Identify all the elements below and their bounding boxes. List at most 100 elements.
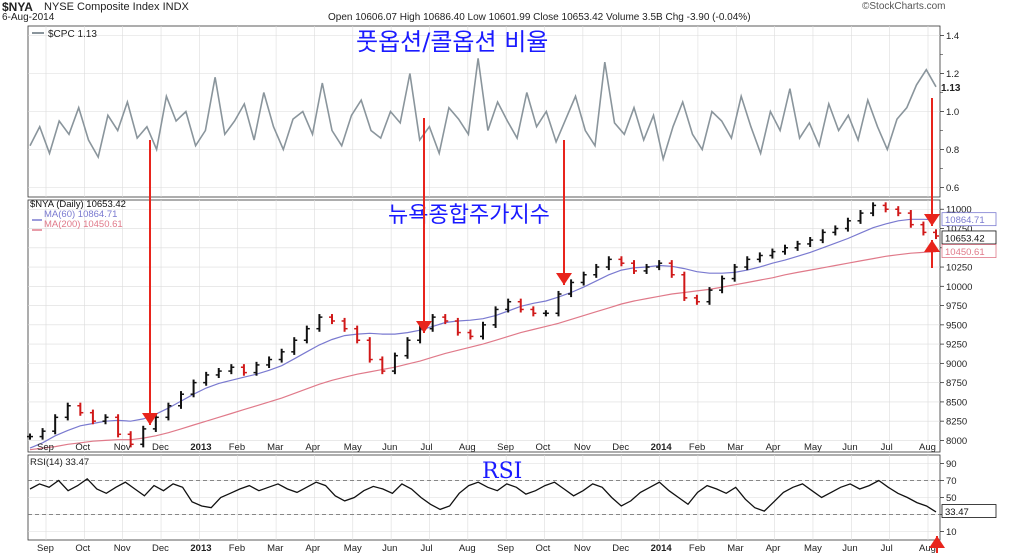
x-axis-label: Jun [382, 543, 397, 554]
nya-legend-entry: $NYA (Daily) 10653.42 [30, 199, 126, 210]
red-arrow-down-4-head [924, 214, 940, 226]
x-axis-label: Feb [229, 442, 245, 453]
nya-last-value: 10653.42 [945, 233, 985, 244]
x-axis-label: Feb [689, 442, 705, 453]
x-axis-label: Apr [305, 543, 320, 554]
x-axis-label: Oct [536, 543, 551, 554]
nya-legend-entry: MA(200) 10450.61 [44, 219, 123, 230]
cpc-y-tick-label: 1.2 [946, 69, 959, 80]
nya-y-tick-label: 10000 [946, 282, 972, 293]
nya-y-tick-label: 10750 [946, 224, 972, 235]
ma200-last-value-box [941, 244, 997, 258]
chart-watermark: ©StockCharts.com [862, 1, 946, 12]
x-axis-label: Jul [420, 543, 432, 554]
x-axis-label: Oct [75, 442, 90, 453]
x-axis-label: Oct [75, 543, 90, 554]
ma60-last-value: 10864.71 [945, 215, 985, 226]
x-axis-label: Sep [497, 543, 514, 554]
cpc-y-tick-label: 0.6 [946, 183, 959, 194]
x-axis-label: Mar [267, 543, 283, 554]
chart-date: 6-Aug-2014 [2, 12, 55, 23]
x-axis-label: Aug [919, 442, 936, 453]
red-arrow-down-2-head [416, 321, 432, 333]
ma60-last-value-box [941, 212, 997, 227]
x-axis-label: 2013 [190, 442, 211, 453]
nya-y-tick-label: 8000 [946, 436, 967, 447]
nya-y-tick-label: 8250 [946, 417, 967, 428]
nya-y-tick-label: 10250 [946, 263, 972, 274]
x-axis-label: Jun [842, 442, 857, 453]
nya-y-tick-label: 8750 [946, 378, 967, 389]
nya-y-tick-label: 9000 [946, 359, 967, 370]
x-axis-label: Aug [919, 543, 936, 554]
x-axis-label: Feb [229, 543, 245, 554]
x-axis-label: May [344, 543, 362, 554]
x-axis-label: Jun [382, 442, 397, 453]
x-axis-label: Dec [152, 543, 169, 554]
nya-legend-entry: MA(60) 10864.71 [44, 209, 117, 220]
cpc-last-value: 1.13 [941, 83, 961, 94]
x-axis-label: May [804, 442, 822, 453]
x-axis-label: Jul [420, 442, 432, 453]
x-axis-label: Dec [612, 442, 629, 453]
nya-last-value-box [941, 230, 997, 245]
rsi-y-tick-label: 50 [946, 493, 957, 504]
cpc-y-tick-label: 0.8 [946, 145, 959, 156]
x-axis-label: 2014 [651, 543, 673, 554]
nya-y-tick-label: 11000 [946, 205, 972, 216]
ma200-last-value: 10450.61 [945, 247, 985, 258]
x-axis-label: Nov [114, 543, 131, 554]
x-axis-label: Sep [497, 442, 514, 453]
x-axis-label: Nov [574, 543, 591, 554]
x-axis-label: Mar [267, 442, 283, 453]
red-arrow-up-2-head [929, 536, 945, 548]
chart-ohlc: Open 10606.07 High 10686.40 Low 10601.99… [328, 12, 751, 23]
x-axis-label: Nov [574, 442, 591, 453]
x-axis-label: May [804, 543, 822, 554]
cpc-legend: $CPC 1.13 [48, 29, 97, 40]
rsi-legend: RSI(14) 33.47 [30, 457, 89, 468]
x-axis-label: Jul [881, 442, 893, 453]
x-axis-label: Sep [37, 442, 54, 453]
red-arrow-up-1-head [924, 240, 940, 252]
x-axis-label: Aug [459, 543, 476, 554]
red-arrow-down-3-head [556, 273, 572, 285]
rsi-last-value: 33.47 [945, 507, 969, 518]
ma200-line [29, 251, 937, 451]
nya-y-tick-label: 9500 [946, 320, 967, 331]
rsi-y-tick-label: 10 [946, 527, 957, 538]
rsi-y-tick-label: 90 [946, 459, 957, 470]
chart-symbol: $NYA [2, 0, 33, 14]
nya-y-tick-label: 8500 [946, 397, 967, 408]
cpc-y-tick-label: 1.0 [946, 107, 959, 118]
nya-y-tick-label: 9750 [946, 301, 967, 312]
x-axis-label: Feb [689, 543, 705, 554]
red-arrow-down-1-head [142, 413, 158, 425]
x-axis-label: Dec [612, 543, 629, 554]
x-axis-label: Sep [37, 543, 54, 554]
chart-name: NYSE Composite Index INDX [44, 1, 189, 13]
x-axis-label: Oct [536, 442, 551, 453]
cpc-series-line [29, 58, 937, 163]
x-axis-label: Mar [727, 543, 743, 554]
rsi-last-value-box [941, 504, 997, 518]
x-axis-label: Apr [766, 442, 781, 453]
nya-y-tick-label: 9250 [946, 340, 967, 351]
x-axis-label: Apr [305, 442, 320, 453]
x-axis-label: Nov [114, 442, 131, 453]
rsi-panel-annotation: RSI [482, 459, 522, 484]
x-axis-label: Apr [766, 543, 781, 554]
x-axis-label: May [344, 442, 362, 453]
rsi-y-tick-label: 70 [946, 476, 957, 487]
nya-panel-annotation: 뉴욕종합주가지수 [388, 203, 550, 228]
rsi-series-line [29, 477, 937, 513]
cpc-panel-annotation: 풋옵션/콜옵션 비율 [356, 28, 548, 56]
cpc-y-tick-label: 1.4 [946, 31, 959, 42]
x-axis-label: Dec [152, 442, 169, 453]
x-axis-label: Jun [842, 543, 857, 554]
x-axis-label: Mar [727, 442, 743, 453]
x-axis-label: Jul [881, 543, 893, 554]
x-axis-label: 2014 [651, 442, 673, 453]
x-axis-label: 2013 [190, 543, 211, 554]
